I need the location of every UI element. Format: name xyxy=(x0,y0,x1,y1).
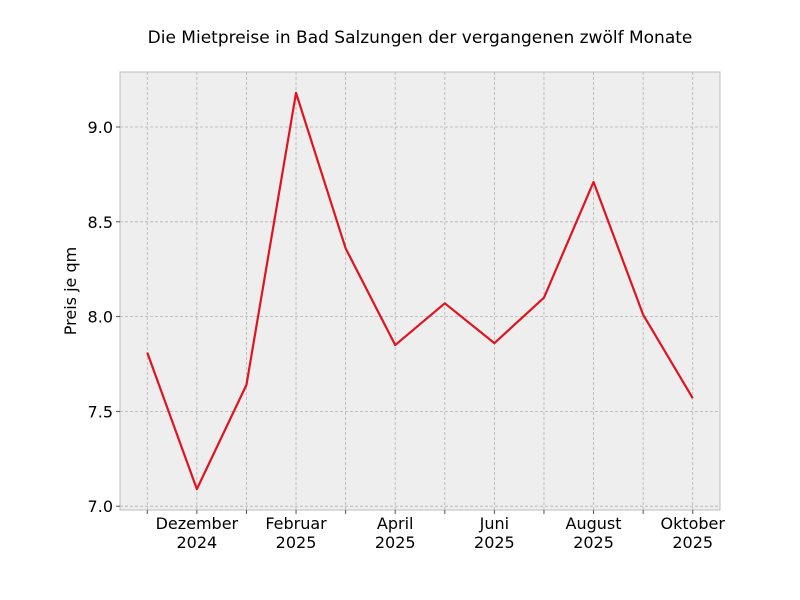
chart-title: Die Mietpreise in Bad Salzungen der verg… xyxy=(148,28,693,48)
y-tick-label: 7.5 xyxy=(88,402,113,421)
plot-area xyxy=(119,71,721,511)
x-tick-label: Oktober 2025 xyxy=(660,514,725,552)
y-tick-label: 9.0 xyxy=(88,118,113,137)
x-tick-label: April 2025 xyxy=(375,514,416,552)
line xyxy=(146,91,694,491)
x-tick-label: August 2025 xyxy=(566,514,622,552)
plot-layer: 7.0 7.5 8.0 8.5 9.0 Dezember 2024 Februar 2025 Ap… xyxy=(88,72,725,552)
y-axis-label: Preis je qm xyxy=(61,247,80,335)
x-tick-label: Februar 2025 xyxy=(265,514,327,552)
y-tick-label: 8.5 xyxy=(88,213,113,232)
x-tick-label: Dezember 2024 xyxy=(156,514,239,552)
y-tick-label: 7.0 xyxy=(88,497,113,516)
x-tick-label: Juni 2025 xyxy=(474,514,515,552)
y-tick-label: 8.0 xyxy=(88,308,113,327)
